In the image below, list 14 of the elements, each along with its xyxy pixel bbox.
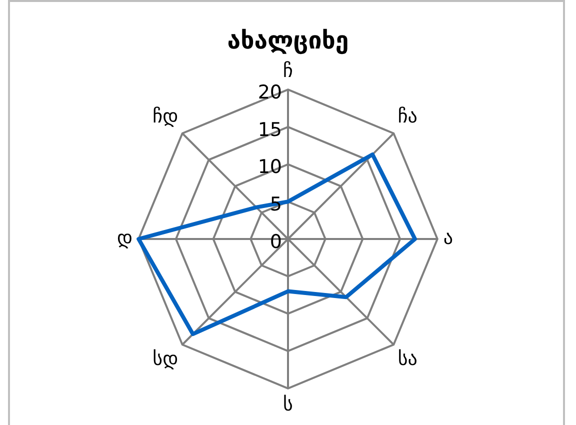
y-tick-label: 10 (258, 156, 282, 178)
spoke-label: ჩდ (152, 106, 178, 128)
spoke-label: ჩა (398, 106, 418, 128)
y-tick-label: 0 (270, 230, 282, 253)
y-tick-label: 20 (258, 82, 282, 104)
spoke-label: დ (117, 226, 133, 249)
spoke-label: ა (443, 226, 454, 249)
spoke-label: ს (283, 394, 293, 416)
y-tick-label: 5 (270, 194, 282, 216)
spoke-label: სა (398, 348, 418, 370)
chart-title: ახალციხე (227, 26, 349, 55)
spoke-label: სდ (152, 348, 178, 370)
spoke-label: ჩ (283, 60, 293, 82)
y-tick-label: 15 (258, 118, 282, 141)
